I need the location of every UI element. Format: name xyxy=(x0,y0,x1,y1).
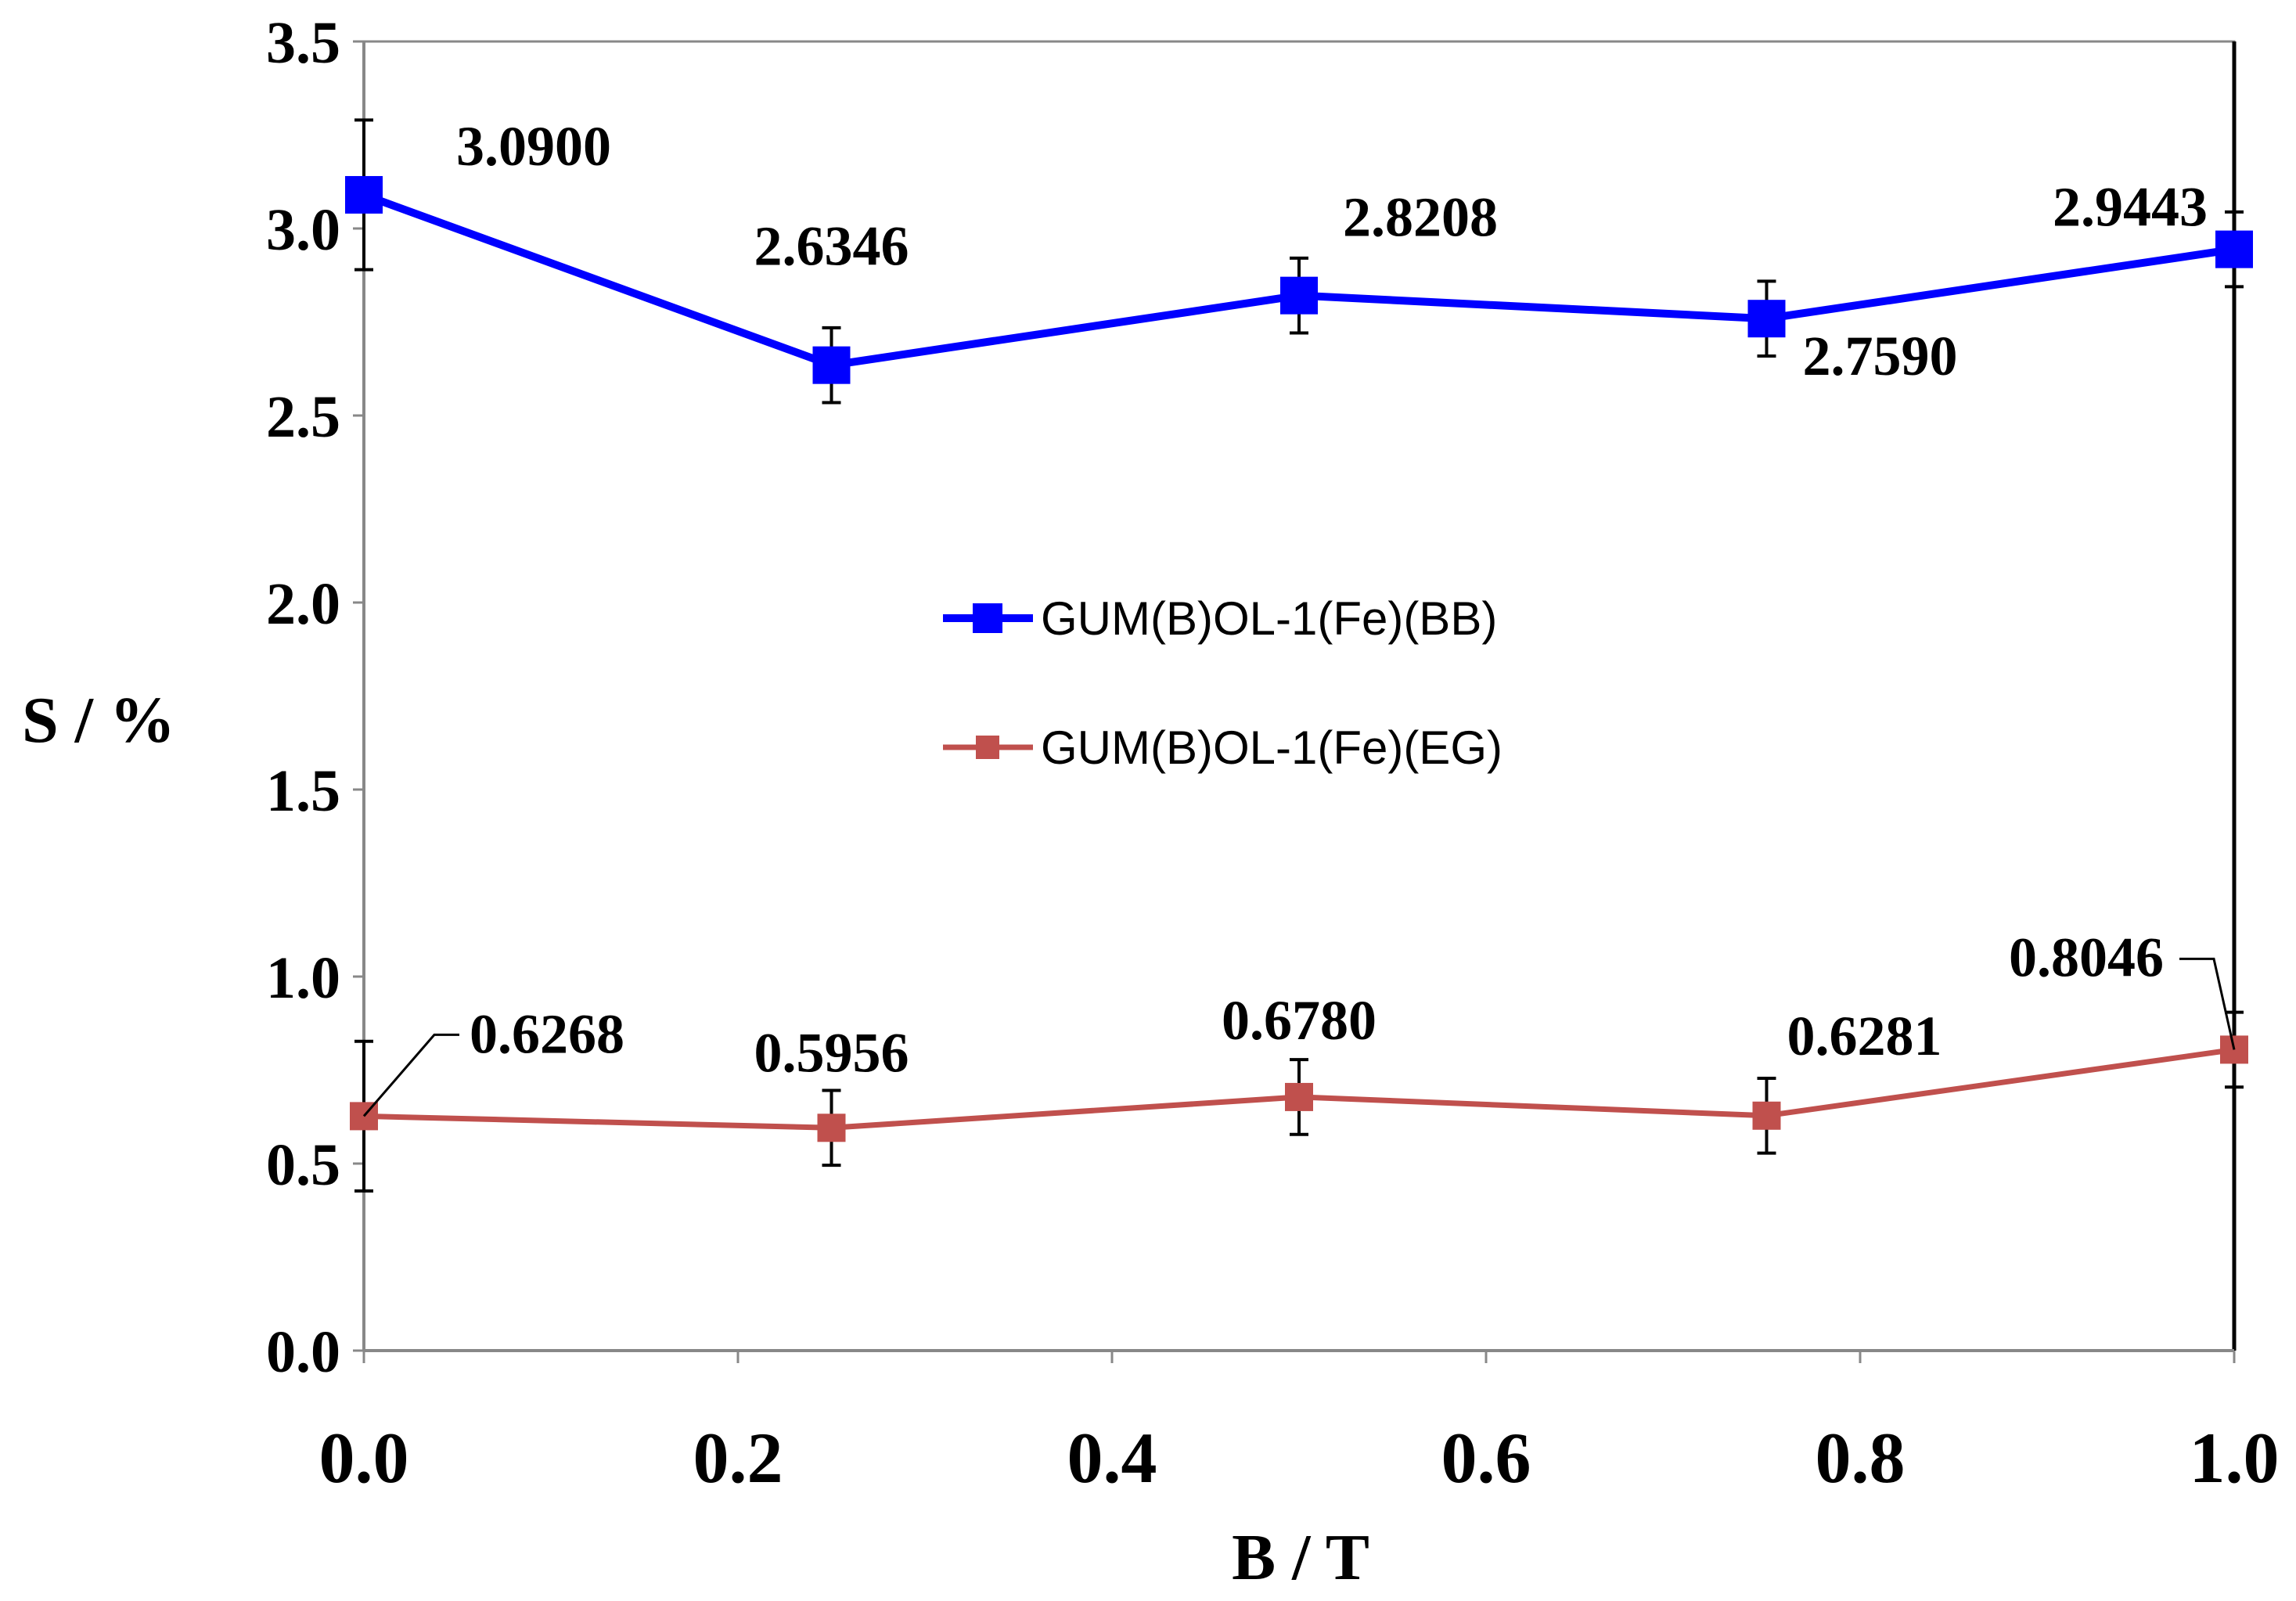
y-tick-label: 3.0 xyxy=(266,197,340,263)
x-tick-label: 1.0 xyxy=(2190,1418,2280,1498)
data-label-bb: 2.9443 xyxy=(2053,176,2208,239)
legend-swatch-marker-eg xyxy=(976,736,999,759)
data-point-eg xyxy=(817,1114,846,1142)
legend-swatch-marker-bb xyxy=(973,603,1002,633)
data-point-bb xyxy=(1747,300,1786,338)
data-label-eg: 0.6268 xyxy=(470,1002,624,1065)
axes: 0.0 0.5 1.0 1.5 2.0 2.5 3.0 3.5 0.0 0.2 0.4 0.6 0.8 1… xyxy=(266,10,2280,1498)
data-labels: 3.0900 2.6346 2.8208 2.7590 2.9443 0.6268 0.59… xyxy=(362,115,2236,1117)
leader-line xyxy=(2179,957,2236,1050)
data-point-eg xyxy=(1285,1082,1313,1111)
data-label-bb: 2.8208 xyxy=(1343,186,1498,249)
data-label-bb: 2.7590 xyxy=(1803,325,1958,387)
data-label-eg: 0.8046 xyxy=(2009,926,2164,988)
x-tick-label: 0.4 xyxy=(1067,1418,1157,1498)
y-tick-label: 1.0 xyxy=(266,945,340,1011)
series-bb xyxy=(345,118,2253,405)
data-label-eg: 0.6780 xyxy=(1222,989,1377,1052)
plot-frame xyxy=(362,40,2236,1352)
data-point-bb xyxy=(2215,230,2253,268)
y-tick-label: 0.5 xyxy=(266,1132,340,1198)
y-axis-title: S / % xyxy=(22,684,175,757)
series-layer xyxy=(345,118,2253,1193)
leader-line xyxy=(362,1033,459,1117)
y-tick-label: 3.5 xyxy=(266,10,340,76)
x-tick-label: 0.8 xyxy=(1816,1418,1906,1498)
y-tick-label: 2.5 xyxy=(266,384,340,450)
data-point-bb xyxy=(1280,276,1318,315)
data-point-eg xyxy=(1752,1101,1781,1130)
data-label-eg: 0.5956 xyxy=(754,1021,909,1084)
x-tick-label: 0.2 xyxy=(693,1418,783,1498)
data-point-bb xyxy=(345,175,383,214)
x-tick-label: 0.6 xyxy=(1441,1418,1531,1498)
legend-label-eg: GUM(B)OL-1(Fe)(EG) xyxy=(1041,721,1502,774)
y-tick-label: 2.0 xyxy=(266,571,340,637)
y-tick-label: 1.5 xyxy=(266,758,340,824)
legend: GUM(B)OL-1(Fe)(BB) GUM(B)OL-1(Fe)(EG) xyxy=(943,592,1502,774)
x-axis-title: B / T xyxy=(1232,1521,1369,1594)
data-point-bb xyxy=(812,346,851,384)
data-label-eg: 0.6281 xyxy=(1787,1005,1942,1067)
data-label-bb: 3.0900 xyxy=(456,115,611,178)
y-tick-label: 0.0 xyxy=(266,1319,340,1385)
legend-label-bb: GUM(B)OL-1(Fe)(BB) xyxy=(1041,592,1497,645)
x-tick-label: 0.0 xyxy=(319,1418,409,1498)
data-label-bb: 2.6346 xyxy=(754,215,909,278)
